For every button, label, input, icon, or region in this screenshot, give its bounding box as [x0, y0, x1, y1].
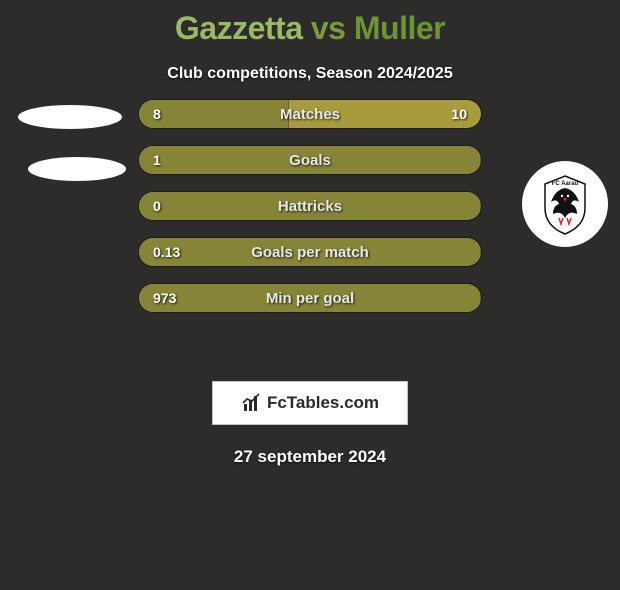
club-crest-icon: FC Aarau — [529, 168, 601, 240]
bar-row: 0.13 Goals per match — [138, 237, 482, 267]
title-left-player: Gazzetta — [175, 10, 303, 46]
bar-chart-icon — [241, 392, 263, 414]
left-player-badge-group — [10, 105, 110, 205]
chart-area: FC Aarau 8 Matches 10 1 Goals 0 Hattr — [0, 113, 620, 373]
site-logo-box: FcTables.com — [212, 381, 408, 425]
bar-row: 0 Hattricks — [138, 191, 482, 221]
comparison-bars: 8 Matches 10 1 Goals 0 Hattricks 0.13 Go… — [138, 99, 482, 329]
right-player-club-badge: FC Aarau — [522, 161, 608, 247]
left-badge-ellipse-2 — [28, 157, 126, 181]
bar-right-value: 10 — [437, 100, 481, 128]
bar-label: Hattricks — [139, 192, 481, 220]
subtitle: Club competitions, Season 2024/2025 — [0, 65, 620, 83]
bar-right-value — [453, 284, 481, 312]
bar-row: 8 Matches 10 — [138, 99, 482, 129]
bar-right-value — [453, 238, 481, 266]
bar-row: 973 Min per goal — [138, 283, 482, 313]
title-vs: vs — [311, 10, 346, 46]
bar-label: Goals — [139, 146, 481, 174]
bar-right-value — [453, 192, 481, 220]
bar-label: Goals per match — [139, 238, 481, 266]
title-right-player: Muller — [354, 10, 445, 46]
bar-label: Min per goal — [139, 284, 481, 312]
left-badge-ellipse-1 — [18, 105, 122, 129]
bar-row: 1 Goals — [138, 145, 482, 175]
date-text: 27 september 2024 — [0, 447, 620, 467]
comparison-title: Gazzetta vs Muller — [0, 10, 620, 47]
bar-label: Matches — [139, 100, 481, 128]
bar-right-value — [453, 146, 481, 174]
site-logo-text: FcTables.com — [267, 393, 379, 413]
svg-text:FC Aarau: FC Aarau — [552, 181, 579, 187]
